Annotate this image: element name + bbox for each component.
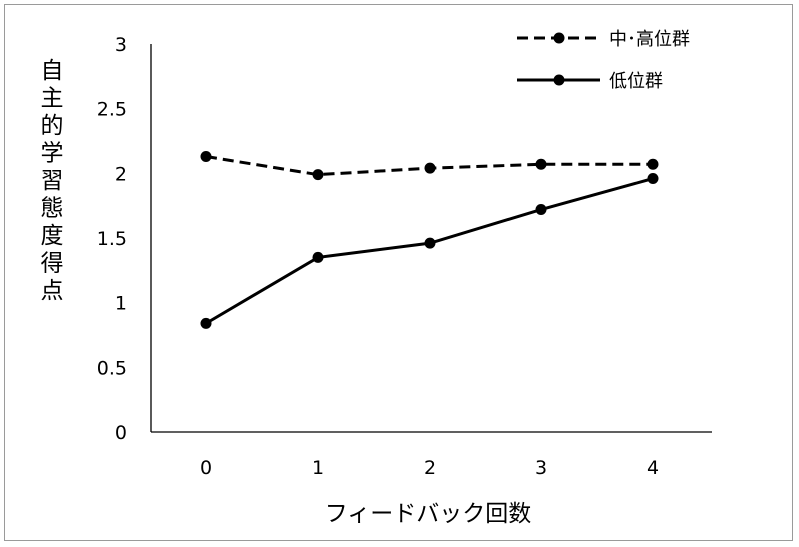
legend-marker xyxy=(553,74,565,86)
y-axis-title-char: 度 xyxy=(41,223,64,249)
y-tick-label: 2.5 xyxy=(97,99,127,121)
y-axis-title-char: 学 xyxy=(41,141,64,167)
x-axis-title: フィードバック回数 xyxy=(325,501,532,527)
data-point xyxy=(424,237,436,249)
y-tick-label: 0 xyxy=(115,422,127,444)
series-layer xyxy=(200,151,659,329)
y-axis-title-char: 的 xyxy=(41,113,64,139)
y-axis-title-char: 点 xyxy=(41,278,64,304)
y-axis-title-char: 得 xyxy=(41,251,64,277)
y-axis: 0 0.5 1 1.5 2 2.5 3 xyxy=(97,34,152,444)
data-point xyxy=(200,151,212,163)
data-point xyxy=(312,169,324,181)
y-axis-title-char: 主 xyxy=(41,86,64,112)
y-axis-title-char: 自 xyxy=(41,58,64,84)
y-tick-label: 1.5 xyxy=(97,228,127,250)
chart-frame xyxy=(4,4,793,541)
data-point xyxy=(535,204,547,216)
y-tick-label: 2 xyxy=(115,163,127,185)
data-point xyxy=(200,317,212,329)
y-axis-title-char: 態 xyxy=(41,196,64,222)
y-axis-title-char: 習 xyxy=(41,168,64,194)
data-point xyxy=(424,162,436,174)
series-line-2 xyxy=(205,177,654,325)
legend-label: 低位群 xyxy=(609,71,663,92)
y-tick-label: 3 xyxy=(115,34,127,56)
x-axis: 0 1 2 3 4 xyxy=(151,431,712,479)
x-tick-label: 1 xyxy=(312,457,324,479)
x-tick-label: 4 xyxy=(647,457,659,479)
data-point xyxy=(647,158,659,170)
legend-label: 中･高位群 xyxy=(609,29,690,50)
x-tick-label: 3 xyxy=(535,457,547,479)
data-point xyxy=(647,173,659,185)
x-tick-label: 2 xyxy=(424,457,436,479)
data-point xyxy=(312,251,324,263)
legend-marker xyxy=(553,32,565,44)
y-tick-label: 0.5 xyxy=(97,357,127,379)
data-point xyxy=(535,158,547,170)
x-tick-label: 0 xyxy=(200,457,212,479)
y-tick-label: 1 xyxy=(115,293,127,315)
